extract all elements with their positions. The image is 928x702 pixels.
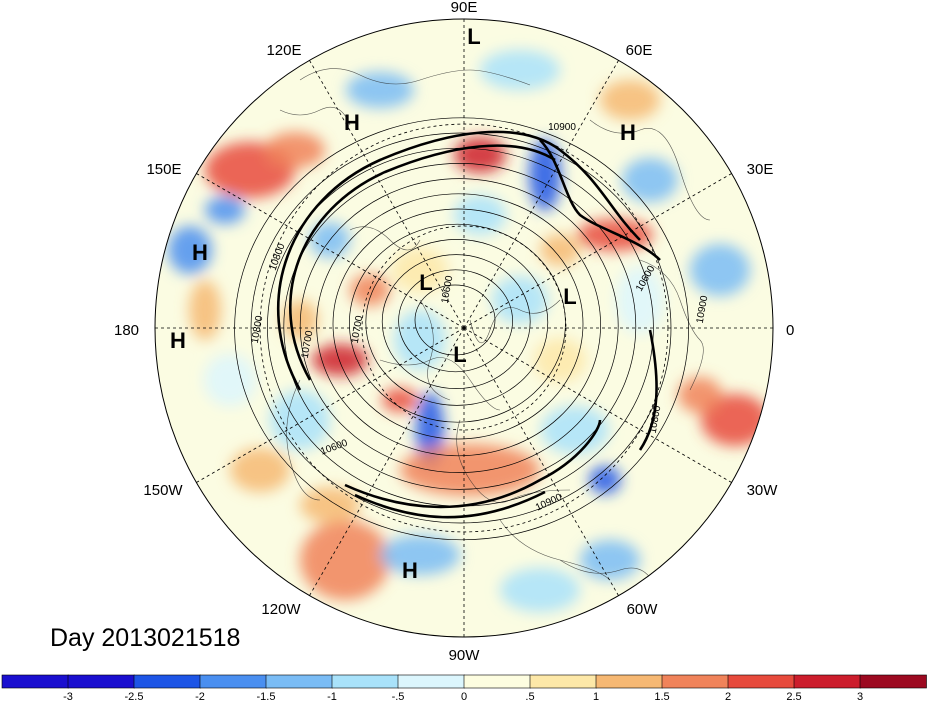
contour-label: 10600	[440, 274, 456, 304]
colorbar-tick-label: 0	[461, 691, 467, 702]
high-center: H	[192, 240, 208, 265]
colorbar-segment	[133, 674, 201, 689]
colorbar-tick-label: .5	[525, 691, 534, 702]
colorbar-segment	[397, 674, 465, 689]
contour-label: 10900	[695, 294, 711, 324]
longitude-label: 0	[786, 322, 794, 339]
colorbar-tick-label: -1	[327, 691, 337, 702]
low-center: L	[453, 342, 466, 367]
colorbar-tick-label: 2	[725, 691, 731, 702]
low-center: L	[563, 284, 576, 309]
figure-title: Day 2013021518	[50, 624, 240, 652]
colorbar-segment	[67, 674, 135, 689]
colorbar-tick-label: -2.5	[125, 691, 144, 702]
colorbar-tick-label: 1.5	[654, 691, 669, 702]
colorbar-segment	[793, 674, 861, 689]
anomaly-shading	[155, 19, 773, 637]
colorbar-segment	[859, 674, 927, 689]
colorbar-tick-label: -1.5	[257, 691, 276, 702]
longitude-label: 90E	[451, 0, 478, 16]
longitude-label: 180	[114, 322, 139, 339]
colorbar-segment	[199, 674, 267, 689]
pressure-centers: H H H H H L L L L	[170, 24, 636, 583]
high-center: H	[402, 558, 418, 583]
disk-border	[154, 18, 774, 638]
colorbar-tick-label: 3	[857, 691, 863, 702]
longitude-label: 120E	[266, 42, 301, 59]
colorbar-tick-label: -2	[195, 691, 205, 702]
longitude-label: 60W	[627, 601, 659, 618]
contour-label: 10700	[350, 314, 366, 344]
longitude-label: 150W	[143, 482, 183, 499]
colorbar-segment	[1, 674, 69, 689]
longitude-label: 30E	[747, 161, 774, 178]
colorbar-tick-label: 2.5	[786, 691, 801, 702]
contour-label: 10700	[300, 329, 316, 359]
colorbar-segment	[331, 674, 399, 689]
colorbar: -3 -2.5 -2 -1.5 -1 -.5 0 .5 1 1.5 2 2.5 3	[1, 674, 927, 702]
contour-label: 10800	[648, 404, 664, 434]
low-center: L	[467, 24, 480, 49]
low-center: L	[419, 270, 432, 295]
longitude-label: 150E	[146, 161, 181, 178]
colorbar-tick-label: -.5	[392, 691, 405, 702]
high-center: H	[170, 328, 186, 353]
longitude-labels: 90E 60E 30E 0 30W 60W 90W 120W 150W 180 150E 120E	[114, 0, 794, 664]
high-center: H	[344, 110, 360, 135]
longitude-label: 60E	[626, 42, 653, 59]
colorbar-segment	[265, 674, 333, 689]
longitude-label: 120W	[261, 601, 301, 618]
colorbar-segment	[463, 674, 531, 689]
colorbar-segment	[727, 674, 795, 689]
colorbar-segment	[661, 674, 729, 689]
high-center: H	[620, 120, 636, 145]
colorbar-segment	[529, 674, 597, 689]
contour-label: 10800	[250, 314, 266, 344]
colorbar-tick-label: -3	[63, 691, 73, 702]
longitude-label: 90W	[449, 647, 481, 664]
map-disk	[154, 18, 774, 638]
longitude-label: 30W	[747, 482, 779, 499]
colorbar-tick-label: 1	[593, 691, 599, 702]
contour-label: 10900	[548, 122, 576, 133]
colorbar-segment	[595, 674, 663, 689]
